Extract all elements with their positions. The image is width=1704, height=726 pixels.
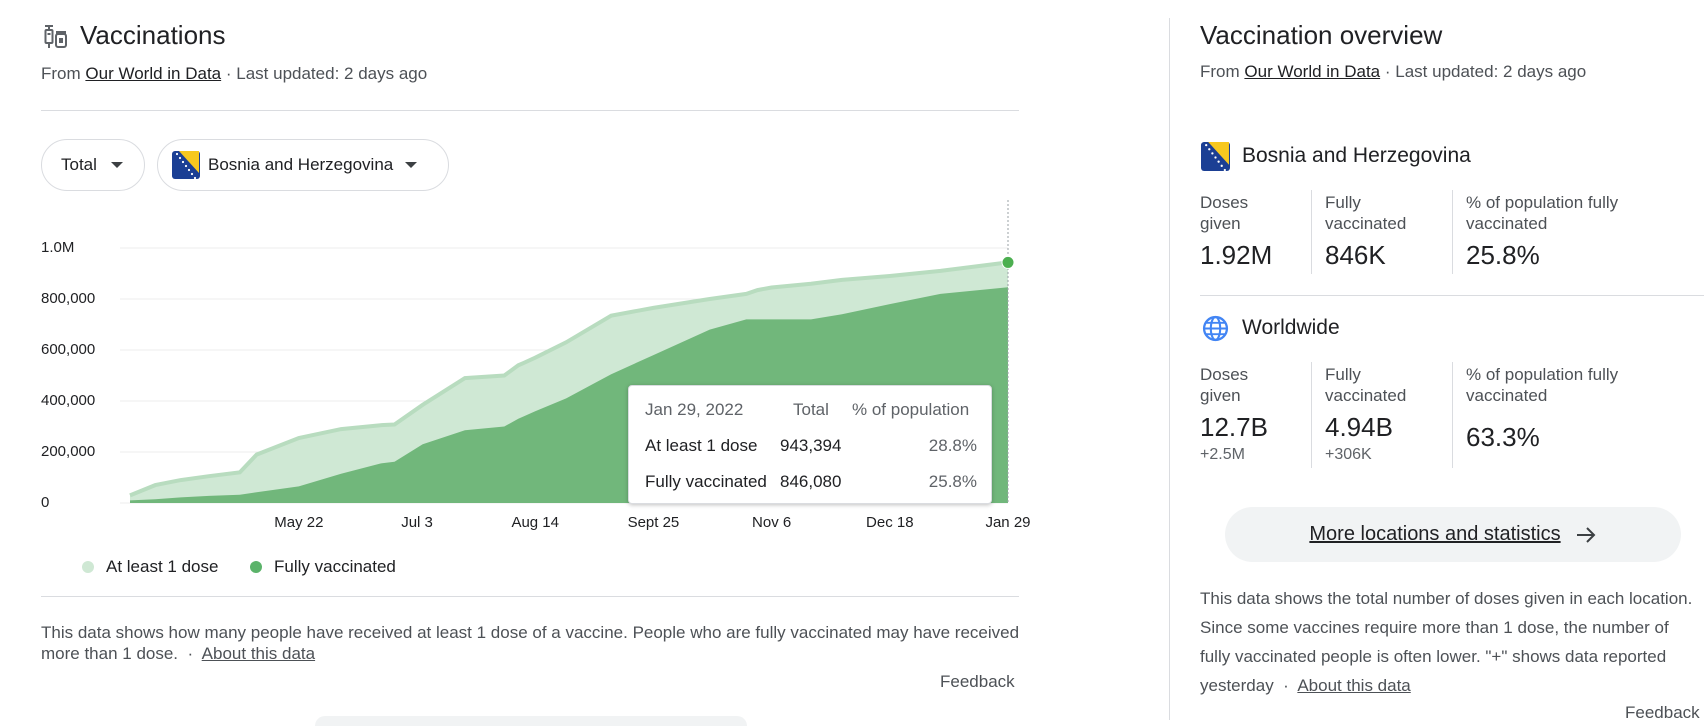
y-tick-label: 800,000 bbox=[41, 290, 96, 307]
x-tick-label: Nov 6 bbox=[752, 514, 792, 531]
y-tick-label: 0 bbox=[41, 494, 50, 511]
tooltip-row2-total: 846,080 bbox=[780, 472, 842, 491]
about-separator: · bbox=[187, 644, 194, 663]
country-fully-value: 846K bbox=[1325, 240, 1386, 270]
country-fully-label: Fully vaccinated bbox=[1325, 193, 1407, 233]
y-tick-label: 200,000 bbox=[41, 443, 96, 460]
tooltip-row1-pct: 28.8% bbox=[928, 436, 977, 455]
country-doses-value: 1.92M bbox=[1200, 240, 1273, 270]
caret-down-icon bbox=[405, 162, 418, 168]
more-locations-label: More locations and statistics bbox=[1309, 523, 1561, 545]
world-fully-delta: +306K bbox=[1325, 446, 1372, 463]
globe-icon bbox=[1202, 315, 1229, 347]
source-prefix: From bbox=[1200, 62, 1240, 81]
location-dropdown[interactable]: Bosnia and Herzegovina bbox=[157, 139, 449, 191]
overview-description-text: This data shows the total number of dose… bbox=[1200, 589, 1693, 695]
legend-label: Fully vaccinated bbox=[274, 557, 396, 576]
x-tick-label: Jul 3 bbox=[401, 514, 433, 531]
page-title: Vaccinations bbox=[80, 20, 226, 50]
stat-divider bbox=[1452, 190, 1453, 274]
tooltip-row1-label: At least 1 dose bbox=[645, 436, 758, 455]
line-at-least-one-dose bbox=[129, 260, 1009, 498]
tooltip-row2-label: Fully vaccinated bbox=[645, 472, 767, 491]
source-link[interactable]: Our World in Data bbox=[85, 64, 222, 83]
chart-description: This data shows how many people have rec… bbox=[41, 622, 1031, 664]
stat-divider bbox=[1452, 362, 1453, 468]
overview-source-line: From Our World in Data · Last updated: 2… bbox=[1200, 62, 1586, 82]
source-line: From Our World in Data · Last updated: 2… bbox=[41, 64, 427, 84]
country-pct-value: 25.8% bbox=[1466, 240, 1540, 270]
chart-tooltip: Jan 29, 2022 Total % of population At le… bbox=[628, 385, 992, 504]
stat-divider bbox=[1311, 190, 1312, 274]
last-updated: · Last updated: 2 days ago bbox=[1384, 62, 1587, 81]
x-tick-label: Aug 14 bbox=[511, 514, 559, 531]
country-pct-label: % of population fully vaccinated bbox=[1466, 193, 1619, 233]
worldwide-name: Worldwide bbox=[1242, 316, 1340, 339]
world-pct-label: % of population fully vaccinated bbox=[1466, 365, 1619, 405]
overview-title: Vaccination overview bbox=[1200, 20, 1443, 50]
x-tick-label: Dec 18 bbox=[866, 514, 914, 531]
stat-divider bbox=[1311, 362, 1312, 468]
y-tick-label: 600,000 bbox=[41, 341, 96, 358]
legend-at-least-one-dose: At least 1 dose bbox=[82, 557, 218, 577]
world-doses-delta: +2.5M bbox=[1200, 446, 1245, 463]
x-tick-label: Jan 29 bbox=[985, 514, 1031, 531]
about-this-data-link[interactable]: About this data bbox=[201, 644, 316, 663]
feedback-link[interactable]: Feedback bbox=[940, 672, 1015, 691]
partial-control bbox=[315, 716, 747, 726]
x-tick-label: Sept 25 bbox=[627, 514, 680, 531]
last-updated: · Last updated: 2 days ago bbox=[225, 64, 428, 83]
legend-swatch-dark bbox=[250, 561, 262, 573]
legend-fully-vaccinated: Fully vaccinated bbox=[250, 557, 396, 577]
y-tick-label: 1.0M bbox=[41, 239, 75, 256]
metric-dropdown[interactable]: Total bbox=[41, 139, 145, 191]
world-doses-value: 12.7B bbox=[1200, 412, 1268, 442]
tooltip-date: Jan 29, 2022 bbox=[645, 400, 744, 419]
world-pct-value: 63.3% bbox=[1466, 422, 1540, 452]
chart-divider bbox=[41, 596, 1019, 597]
overview-divider bbox=[1200, 295, 1704, 296]
world-fully-value: 4.94B bbox=[1325, 412, 1393, 442]
overview-feedback-link[interactable]: Feedback bbox=[1625, 703, 1700, 722]
world-fully-label: Fully vaccinated bbox=[1325, 365, 1407, 405]
caret-down-icon bbox=[110, 162, 123, 168]
tooltip-col-total: Total bbox=[793, 400, 829, 419]
metric-dropdown-label: Total bbox=[61, 155, 97, 174]
description-text: This data shows how many people have rec… bbox=[41, 623, 1020, 663]
overview-description: This data shows the total number of dose… bbox=[1200, 584, 1700, 700]
tooltip-row1-total: 943,394 bbox=[780, 436, 842, 455]
source-prefix: From bbox=[41, 64, 81, 83]
header-divider bbox=[41, 110, 1019, 111]
tooltip-row2-pct: 25.8% bbox=[928, 472, 977, 491]
bosnia-flag-icon bbox=[1201, 142, 1230, 176]
more-locations-button[interactable]: More locations and statistics bbox=[1225, 507, 1681, 562]
country-name: Bosnia and Herzegovina bbox=[1242, 144, 1471, 167]
syringe-icon bbox=[42, 22, 68, 55]
country-doses-label: Doses given bbox=[1200, 193, 1249, 233]
about-separator: · bbox=[1283, 676, 1289, 695]
y-tick-label: 400,000 bbox=[41, 392, 96, 409]
about-this-data-link[interactable]: About this data bbox=[1297, 676, 1411, 695]
source-link[interactable]: Our World in Data bbox=[1244, 62, 1381, 81]
bosnia-flag-icon bbox=[172, 151, 200, 179]
panel-divider bbox=[1169, 18, 1170, 720]
tooltip-col-pct: % of population bbox=[852, 400, 970, 419]
arrow-right-icon bbox=[1575, 526, 1597, 544]
legend-label: At least 1 dose bbox=[106, 557, 219, 576]
x-tick-label: May 22 bbox=[274, 514, 324, 531]
world-doses-label: Doses given bbox=[1200, 365, 1249, 405]
location-dropdown-label: Bosnia and Herzegovina bbox=[208, 155, 394, 174]
hover-point bbox=[1001, 255, 1015, 269]
legend-swatch-light bbox=[82, 561, 94, 573]
